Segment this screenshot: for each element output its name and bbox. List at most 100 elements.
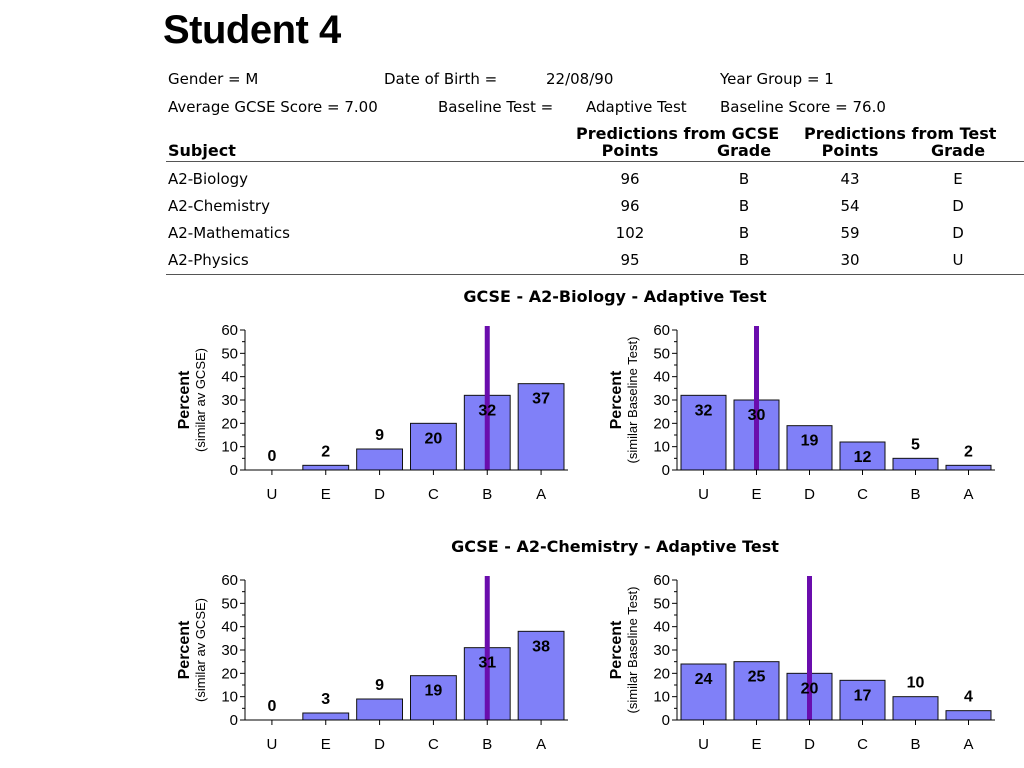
table-cell-test-grade: D [952,224,964,242]
y-tick-label: 60 [221,322,238,339]
table-cell-subject: A2-Biology [168,170,249,188]
bar-value-label: 31 [478,655,496,672]
chart-bar [945,710,992,721]
x-tick-label: C [428,736,439,753]
x-tick-label: B [482,486,492,503]
table-cell-gcse-grade: B [738,197,750,215]
x-tick-label: A [536,486,546,503]
dob-label: Date of Birth = [384,70,498,88]
y-tick-label: 30 [653,642,670,659]
bar-value-label: 38 [532,638,550,655]
bar-value-label: 5 [911,436,920,453]
bar-value-label: 24 [695,671,713,688]
bar-value-label: 0 [267,698,276,715]
bar-value-label: 9 [375,427,384,444]
chart-bar [356,448,403,471]
chart-bar [302,464,350,471]
table-cell-test-points: 43 [840,170,860,188]
y-tick-label: 40 [221,369,238,386]
y-axis-subtitle: (similar Baseline Test) [625,587,640,714]
y-tick-label: 10 [221,689,238,706]
x-tick-label: D [374,736,385,753]
x-tick-label: A [536,736,546,753]
x-tick-label: D [804,486,815,503]
x-tick-label: E [321,736,331,753]
header-subject: Subject [168,141,236,160]
header-predictions-gcse: Predictions from GCSE [576,124,780,143]
chart-bar [892,696,939,721]
table-cell-gcse-grade: B [738,251,750,269]
y-axis-title: Percent [176,370,193,429]
y-tick-label: 0 [662,712,670,729]
bar-value-label: 10 [907,675,925,692]
table-cell-subject: A2-Physics [168,251,249,269]
y-axis-subtitle: (similar Baseline Test) [625,337,640,464]
table-cell-gcse-grade: B [738,224,750,242]
table-cell-gcse-points: 95 [620,251,640,269]
table-cell-test-points: 54 [840,197,860,215]
x-tick-label: C [428,486,439,503]
bar-value-label: 12 [854,449,872,466]
table-cell-test-grade: E [953,170,963,188]
header-test-grade: Grade [930,141,986,160]
bar-value-label: 32 [695,402,713,419]
table-cell-test-grade: U [952,251,964,269]
baseline-test-value: Adaptive Test [586,98,687,116]
chart-bar [839,679,886,721]
x-tick-label: C [857,486,868,503]
y-tick-label: 60 [653,572,670,589]
chart-bar [410,675,457,721]
header-gcse-points: Points [601,141,659,160]
baseline-test-label: Baseline Test = [438,98,554,116]
x-tick-label: E [751,486,761,503]
y-tick-label: 60 [653,322,670,339]
y-tick-label: 0 [230,462,238,479]
table-cell-gcse-points: 102 [615,224,645,242]
table-cell-test-points: 30 [840,251,860,269]
y-tick-label: 20 [653,665,670,682]
bar-value-label: 19 [801,433,819,450]
x-tick-label: E [321,486,331,503]
chart-bar [892,457,939,471]
chart-bar [410,422,457,471]
table-cell-subject: A2-Chemistry [168,197,270,215]
bar-value-label: 19 [425,683,443,700]
table-cell-test-grade: D [952,197,964,215]
y-tick-label: 50 [653,595,670,612]
chart-bar [733,661,780,721]
y-axis-subtitle: (similar av GCSE) [193,348,208,452]
x-tick-label: U [266,736,277,753]
bar-value-label: 9 [375,677,384,694]
x-tick-label: E [751,736,761,753]
y-tick-label: 30 [221,392,238,409]
bar-value-label: 2 [964,443,973,460]
y-tick-label: 10 [221,439,238,456]
header-test-points: Points [821,141,879,160]
y-tick-label: 20 [653,415,670,432]
table-cell-gcse-points: 96 [620,197,640,215]
y-tick-label: 50 [221,595,238,612]
y-axis-title: Percent [608,620,625,679]
bar-value-label: 4 [964,689,973,706]
bar-value-label: 20 [801,680,819,697]
y-tick-label: 60 [221,572,238,589]
y-axis-title: Percent [176,620,193,679]
x-tick-label: U [698,486,709,503]
chart-bar [945,464,992,471]
gender-text: Gender = M [168,70,259,88]
bar-value-label: 30 [748,407,766,424]
chart-bar [786,425,833,471]
dob-value: 22/08/90 [546,70,614,88]
y-tick-label: 40 [653,619,670,636]
header-divider [166,161,1024,162]
section-title-biology: GCSE - A2-Biology - Adaptive Test [463,287,767,306]
y-tick-label: 20 [221,415,238,432]
y-tick-label: 30 [653,392,670,409]
bar-value-label: 0 [267,448,276,465]
section-title-chemistry: GCSE - A2-Chemistry - Adaptive Test [451,537,779,556]
x-tick-label: B [910,736,920,753]
y-tick-label: 40 [653,369,670,386]
table-cell-test-points: 59 [840,224,860,242]
baseline-score-text: Baseline Score = 76.0 [720,98,886,116]
x-tick-label: A [963,486,973,503]
